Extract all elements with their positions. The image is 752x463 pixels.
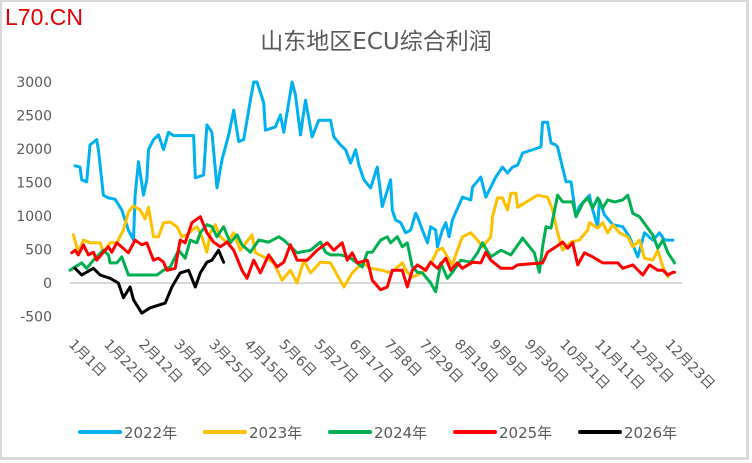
series-line-2026 xyxy=(73,248,226,315)
legend-label: 2023年 xyxy=(249,424,302,442)
series-line-2022 xyxy=(73,80,675,259)
y-tick-label: 0 xyxy=(43,276,52,292)
logo-watermark: L70.CN xyxy=(5,4,83,30)
legend-label: 2025年 xyxy=(499,424,552,442)
series-line-2023 xyxy=(71,191,670,289)
legend-label: 2024年 xyxy=(374,424,427,442)
y-tick-label: -500 xyxy=(20,310,52,326)
y-tick-label: 500 xyxy=(25,243,52,259)
y-tick-label: 1000 xyxy=(16,209,52,225)
y-tick-label: 1500 xyxy=(16,176,52,192)
series-line-2025 xyxy=(70,215,676,292)
legend-label: 2026年 xyxy=(624,424,677,442)
y-tick-label: 2500 xyxy=(16,109,52,125)
y-tick-label: 2000 xyxy=(16,142,52,158)
legend-label: 2022年 xyxy=(124,424,177,442)
y-tick-label: 3000 xyxy=(16,75,52,91)
x-tick-label: 12月23日 xyxy=(661,337,717,393)
chart-title: 山东地区ECU综合利润 xyxy=(260,29,492,55)
x-tick-label: 1月1日 xyxy=(65,337,109,381)
series-line-2024 xyxy=(68,193,676,294)
